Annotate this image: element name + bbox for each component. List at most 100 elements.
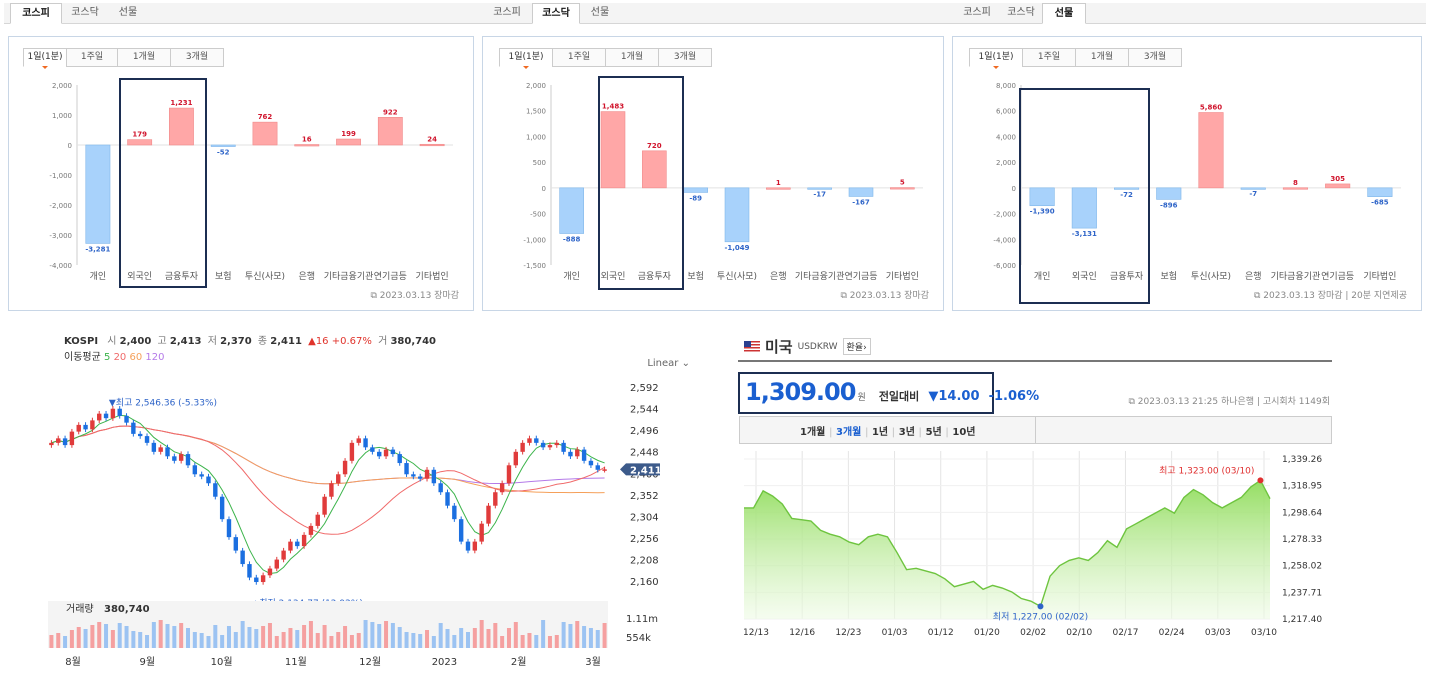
- investor-panel-kosdaq: 코스피 코스닥 선물 1일(1분) 1주일 1개월 3개월 2,000 1,500…: [478, 0, 948, 315]
- volume-bar: [500, 636, 505, 648]
- bar-value-label: -1,049: [724, 244, 749, 252]
- y-tick-label: 1,318.95: [1282, 482, 1322, 492]
- candle-body: [581, 449, 587, 461]
- bar-value-label: 1,231: [170, 99, 192, 107]
- candle-body: [465, 541, 471, 551]
- candle-body: [178, 454, 184, 461]
- period-1year[interactable]: 1년: [871, 427, 889, 438]
- volume-bar: [308, 621, 313, 648]
- candle-body: [90, 420, 95, 430]
- volume-tick-label: 554k: [626, 633, 651, 644]
- period-1day[interactable]: 1일(1분): [23, 48, 67, 69]
- candle-body: [486, 505, 491, 524]
- category-label: 금융투자: [638, 271, 672, 282]
- candle-body: [431, 469, 437, 484]
- tab-kosdaq[interactable]: 코스닥: [1007, 7, 1035, 18]
- candle-body: [315, 514, 320, 526]
- bar-value-label: -1,390: [1030, 208, 1055, 216]
- period-3month[interactable]: 3개월: [1128, 48, 1182, 67]
- y-tick-label: 2,000: [996, 159, 1016, 167]
- ma-120: 120: [145, 352, 165, 363]
- period-1week[interactable]: 1주일: [552, 48, 606, 67]
- volume-bar: [363, 620, 368, 648]
- tab-kospi[interactable]: 코스피: [493, 7, 521, 18]
- bar: [210, 144, 236, 147]
- period-5year[interactable]: 5년: [925, 427, 942, 438]
- volume-bar: [541, 620, 546, 648]
- candle-body: [76, 424, 81, 432]
- tab-futures[interactable]: 선물: [590, 7, 610, 18]
- usdkrw-area-chart: 12/13 12/16 12/23 01/03 01/12 01/20 02/02 02/10…: [743, 451, 1322, 638]
- header-divider: [738, 360, 1332, 362]
- bar: [1156, 187, 1182, 200]
- period-1week[interactable]: 1주일: [1022, 48, 1076, 67]
- candle-body: [520, 442, 525, 452]
- bar-value-label: -896: [1160, 201, 1178, 209]
- candle-body: [295, 541, 300, 547]
- category-label: 은행: [1245, 270, 1262, 282]
- period-1week[interactable]: 1주일: [66, 48, 118, 67]
- y-tick-label: 0: [68, 142, 72, 150]
- scale-select[interactable]: Linear ⌄: [647, 358, 690, 369]
- candle-body: [404, 463, 409, 475]
- candle-body: [342, 460, 348, 475]
- category-label: 개인: [563, 271, 580, 282]
- volume-bar: [554, 635, 559, 648]
- period-3month[interactable]: 3개월: [170, 48, 224, 67]
- category-label: 투신(사모): [245, 271, 285, 282]
- fx-button[interactable]: 환율›: [842, 338, 871, 355]
- period-3month[interactable]: 3개월: [835, 427, 862, 438]
- candle-body: [336, 474, 341, 484]
- bar: [1071, 187, 1097, 229]
- volume-bar: [302, 625, 307, 648]
- volume-bar: [336, 632, 341, 648]
- period-1month[interactable]: 1개월: [800, 427, 826, 438]
- tab-kosdaq[interactable]: 코스닥: [532, 3, 580, 24]
- y-tick-label: 2,448: [630, 448, 659, 459]
- high-value: 2,413: [169, 336, 202, 347]
- candle-body: [267, 568, 273, 576]
- candle-body: [356, 438, 361, 443]
- y-tick-label: 2,256: [630, 534, 659, 545]
- chevron-down-icon: ⌄: [681, 358, 690, 369]
- investor-panel-kospi: 코스피 코스닥 선물 1일(1분) 1주일 1개월 3개월 2,000 1,000…: [4, 0, 478, 315]
- tab-kospi[interactable]: 코스피: [10, 3, 62, 24]
- volume-bar: [384, 621, 389, 648]
- change-percent: -1.06%: [988, 389, 1040, 404]
- volume-bar: [240, 621, 245, 648]
- tab-futures[interactable]: 선물: [118, 7, 138, 18]
- y-tick-label: 2,352: [630, 491, 659, 502]
- volume-value: 380,740: [390, 336, 436, 347]
- volume-bar: [117, 623, 122, 648]
- period-1month[interactable]: 1개월: [117, 48, 171, 67]
- bar: [419, 143, 445, 147]
- bar-value-label: 16: [302, 136, 312, 144]
- tab-kosdaq[interactable]: 코스닥: [71, 7, 99, 18]
- period-10year[interactable]: 10년: [952, 427, 976, 438]
- period-1month[interactable]: 1개월: [1075, 48, 1129, 67]
- candle-body: [185, 454, 191, 466]
- bar: [1240, 187, 1266, 190]
- bar: [1282, 187, 1308, 190]
- tab-kospi[interactable]: 코스피: [963, 7, 991, 18]
- volume-bar: [493, 623, 498, 648]
- volume-bar: [520, 635, 525, 648]
- bar-value-label: -89: [689, 194, 702, 202]
- bar: [85, 144, 111, 244]
- volume-bar: [158, 620, 163, 648]
- period-bar: 1개월 | 3개월 | 1년 | 3년 | 5년 | 10년: [739, 416, 1332, 444]
- period-3year[interactable]: 3년: [898, 427, 915, 438]
- x-tick-label: 01/03: [882, 628, 908, 638]
- period-1month[interactable]: 1개월: [605, 48, 659, 67]
- period-1day[interactable]: 1일(1분): [499, 48, 553, 69]
- candle-body: [144, 436, 150, 443]
- candle-body: [479, 523, 484, 542]
- volume-bar: [431, 636, 436, 648]
- bar-value-label: -17: [813, 191, 826, 199]
- category-label: 투신(사모): [1191, 271, 1231, 282]
- candle-body: [151, 442, 157, 452]
- y-tick-label: -6,000: [993, 262, 1016, 270]
- tab-futures[interactable]: 선물: [1042, 3, 1086, 24]
- period-1day[interactable]: 1일(1분): [969, 48, 1023, 69]
- period-3month[interactable]: 3개월: [658, 48, 712, 67]
